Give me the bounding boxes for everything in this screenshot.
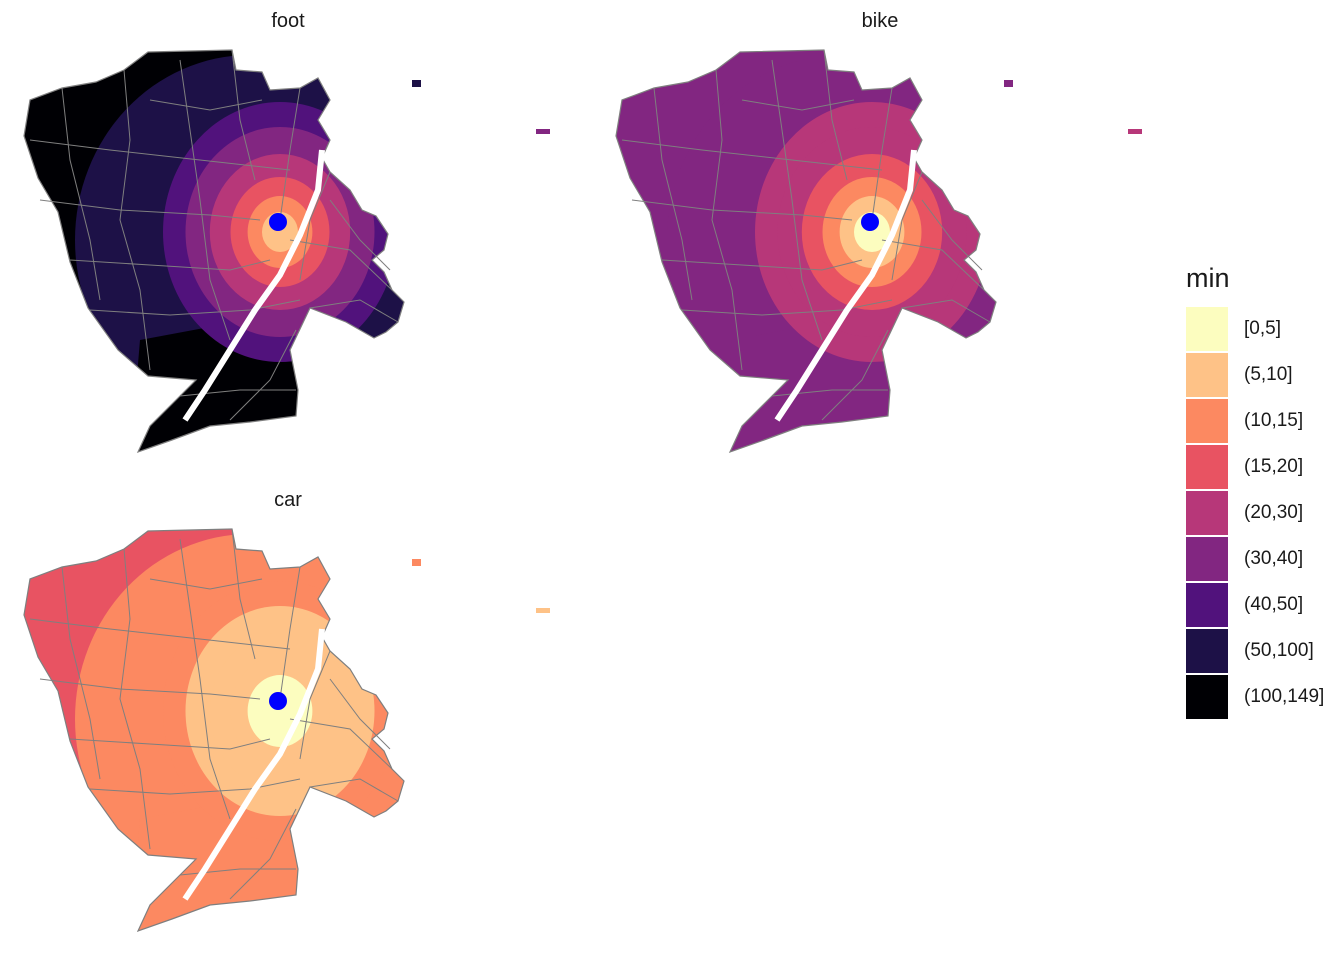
legend-item: (50,100] — [1186, 628, 1344, 674]
legend-label: (5,10] — [1244, 364, 1293, 385]
island-1 — [412, 559, 421, 566]
panel-title-foot: foot — [271, 10, 305, 32]
island-2 — [536, 608, 550, 613]
legend-swatch — [1186, 307, 1228, 351]
legend-title: min — [1186, 263, 1230, 293]
legend-item: (30,40] — [1186, 536, 1344, 582]
harbour-channel — [182, 149, 325, 422]
legend-label: (15,20] — [1244, 456, 1304, 477]
legend-item: (5,10] — [1186, 352, 1344, 398]
legend-swatch — [1186, 583, 1228, 627]
legend-label: (10,15] — [1244, 410, 1304, 431]
legend-swatch — [1186, 491, 1228, 535]
legend-label: (40,50] — [1244, 594, 1304, 615]
legend-item: (40,50] — [1186, 582, 1344, 628]
legend-rows: [0,5] (5,10] (10,15] (15,20] (20,30] (30,40] (… — [1186, 306, 1344, 720]
legend-item: [0,5] — [1186, 306, 1344, 352]
travel-time-surface — [24, 529, 404, 931]
legend-item: (15,20] — [1186, 444, 1344, 490]
legend-swatch — [1186, 675, 1228, 719]
legend-label: (100,149] — [1244, 686, 1325, 707]
legend-label: (50,100] — [1244, 640, 1314, 661]
island-2 — [1128, 129, 1142, 134]
travel-time-surface — [24, 50, 404, 452]
panel-title-bike: bike — [861, 10, 899, 32]
map-bike — [615, 49, 1142, 454]
harbour-channel — [182, 628, 325, 901]
legend-swatch — [1186, 537, 1228, 581]
legend-label: [0,5] — [1244, 318, 1281, 339]
legend-swatch — [1186, 629, 1228, 673]
map-foot — [23, 49, 550, 454]
legend-item: (10,15] — [1186, 398, 1344, 444]
travel-time-surface — [616, 50, 996, 452]
panel-title-car: car — [274, 489, 302, 511]
legend-item: (100,149] — [1186, 674, 1344, 720]
harbour-channel — [774, 149, 917, 422]
district-boundaries — [23, 49, 405, 454]
legend-swatch — [1186, 399, 1228, 443]
origin-marker — [861, 213, 879, 231]
district-boundaries — [615, 49, 997, 454]
map-car — [23, 528, 550, 933]
origin-marker — [269, 692, 287, 710]
island-1 — [412, 80, 421, 87]
legend-label: (30,40] — [1244, 548, 1304, 569]
legend-swatch — [1186, 445, 1228, 489]
legend-item: (20,30] — [1186, 490, 1344, 536]
origin-marker — [269, 213, 287, 231]
legend: min [0,5] (5,10] (10,15] (15,20] (20,30] (30,… — [1186, 262, 1344, 720]
district-boundaries — [23, 528, 405, 933]
legend-label: (20,30] — [1244, 502, 1304, 523]
island-1 — [1004, 80, 1013, 87]
legend-swatch — [1186, 353, 1228, 397]
island-2 — [536, 129, 550, 134]
